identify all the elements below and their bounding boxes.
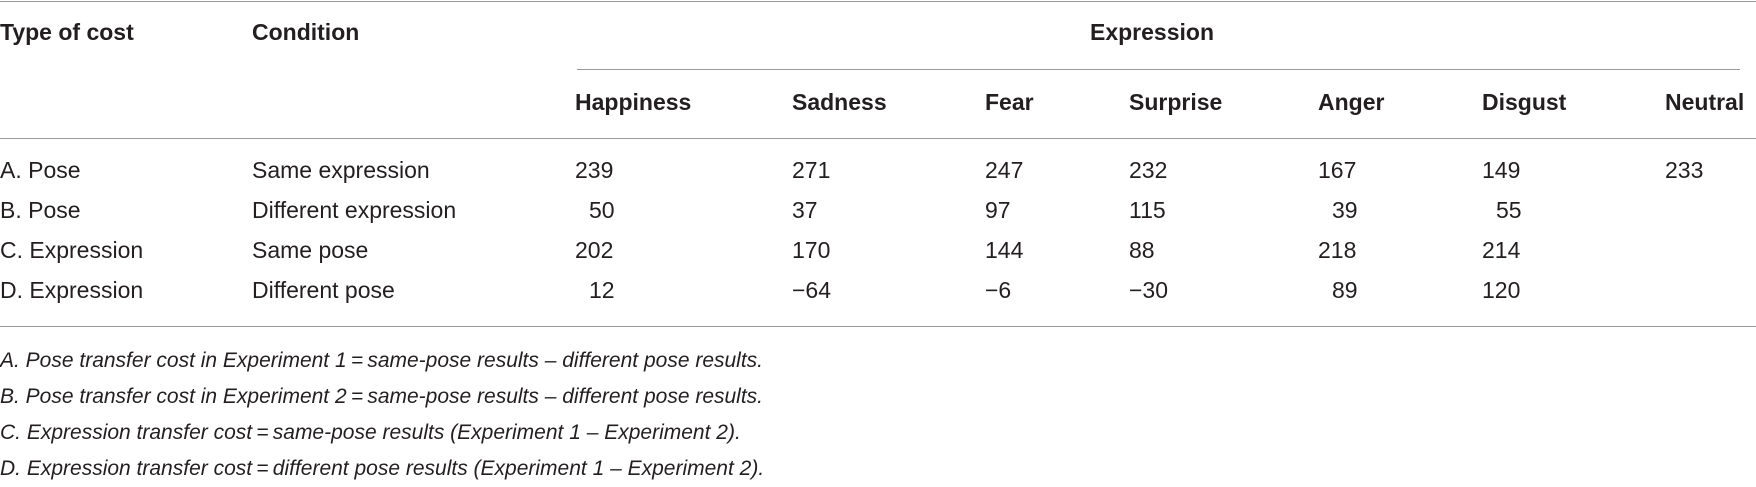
row-b-happiness: 50 [589,197,615,223]
row-d-sadness: −64 [792,277,832,303]
row-b-condition: Different expression [252,197,457,223]
header-expression-surprise: Surprise [1129,89,1223,115]
expression-group-rule [577,69,1740,70]
header-expression-fear: Fear [985,89,1034,115]
row-d-anger: 89 [1332,277,1358,303]
row-a-fear: 247 [985,157,1024,183]
row-a-disgust: 149 [1482,157,1521,183]
row-b-sadness: 37 [792,197,818,223]
row-a-type: A. Pose [0,157,81,183]
table-bottom-rule [0,326,1756,327]
row-a-condition: Same expression [252,157,430,183]
row-c-condition: Same pose [252,237,369,263]
row-c-fear: 144 [985,237,1024,263]
row-d-fear: −6 [985,277,1012,303]
footnote-d: D. Expression transfer cost = different … [0,457,765,480]
row-a-surprise: 232 [1129,157,1168,183]
header-expression-sadness: Sadness [792,89,887,115]
row-d-condition: Different pose [252,277,395,303]
header-expression-group: Expression [1090,19,1214,45]
header-condition: Condition [252,19,360,45]
header-expression-anger: Anger [1318,89,1385,115]
row-b-disgust: 55 [1496,197,1522,223]
row-c-surprise: 88 [1129,237,1155,263]
row-c-disgust: 214 [1482,237,1521,263]
row-b-fear: 97 [985,197,1011,223]
header-expression-neutral: Neutral [1665,89,1745,115]
header-bottom-rule [0,138,1756,139]
row-c-sadness: 170 [792,237,831,263]
footnote-c: C. Expression transfer cost = same-pose … [0,421,741,444]
header-expression-disgust: Disgust [1482,89,1567,115]
row-c-anger: 218 [1318,237,1357,263]
row-d-happiness: 12 [589,277,615,303]
row-c-type: C. Expression [0,237,144,263]
row-b-type: B. Pose [0,197,81,223]
row-a-sadness: 271 [792,157,831,183]
row-b-anger: 39 [1332,197,1358,223]
top-rule [0,1,1756,2]
row-b-surprise: 115 [1129,197,1166,223]
header-type-of-cost: Type of cost [0,19,134,45]
footnote-b: B. Pose transfer cost in Experiment 2 = … [0,385,764,408]
row-c-happiness: 202 [575,237,614,263]
row-d-type: D. Expression [0,277,144,303]
footnote-a: A. Pose transfer cost in Experiment 1 = … [0,349,764,372]
header-expression-happiness: Happiness [575,89,692,115]
row-d-surprise: −30 [1129,277,1169,303]
row-d-disgust: 120 [1482,277,1521,303]
row-a-neutral: 233 [1665,157,1704,183]
row-a-happiness: 239 [575,157,614,183]
row-a-anger: 167 [1318,157,1357,183]
